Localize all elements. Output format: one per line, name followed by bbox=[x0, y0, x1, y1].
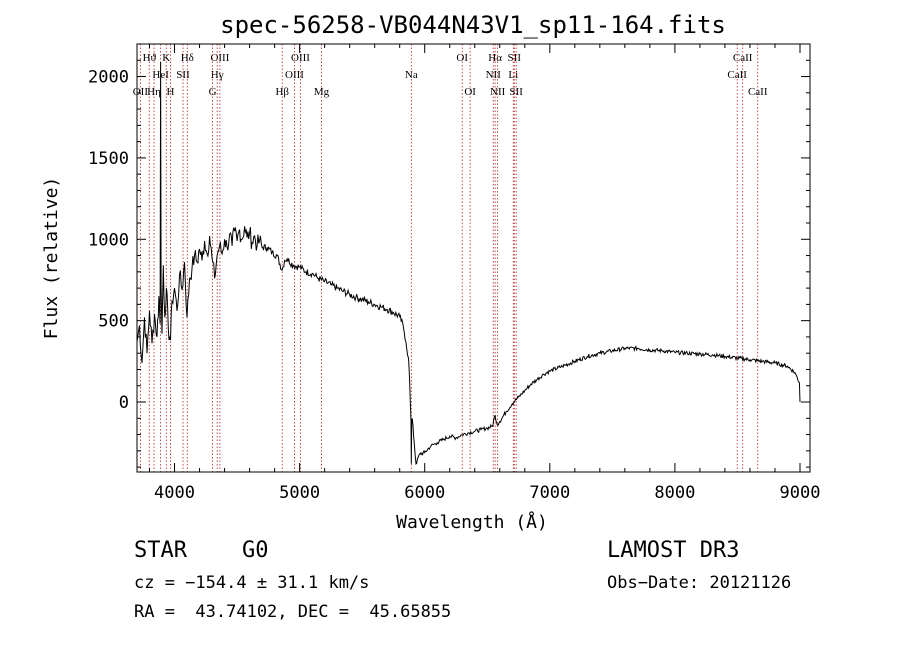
y-axis-label: Flux (relative) bbox=[41, 177, 62, 340]
y-tick-label: 1500 bbox=[88, 149, 129, 169]
plot-frame bbox=[136, 43, 811, 473]
line-label: OIII bbox=[285, 69, 304, 81]
line-label: OII bbox=[133, 86, 149, 98]
line-label: Hη bbox=[147, 86, 161, 98]
spectrum-line bbox=[137, 61, 801, 466]
line-label: Mg bbox=[314, 86, 330, 98]
survey-name: LAMOST DR3 bbox=[607, 538, 740, 563]
line-label: H bbox=[167, 86, 175, 98]
line-label: CaII bbox=[727, 69, 747, 81]
coordinates: RA = 43.74102, DEC = 45.65855 bbox=[134, 602, 452, 622]
line-label: Hα bbox=[488, 52, 502, 64]
line-label: OI bbox=[456, 52, 468, 64]
line-label: NII bbox=[486, 69, 502, 81]
spectrum-series bbox=[137, 61, 801, 466]
line-label: Na bbox=[405, 69, 418, 81]
line-label: Hϑ bbox=[143, 52, 157, 64]
line-label: CaII bbox=[733, 52, 753, 64]
line-label: CaII bbox=[748, 86, 768, 98]
line-label: OIII bbox=[291, 52, 310, 64]
y-tick-label: 1000 bbox=[88, 230, 129, 250]
line-label: Hγ bbox=[211, 69, 224, 81]
y-tick-label: 0 bbox=[119, 393, 129, 413]
line-label: OI bbox=[464, 86, 476, 98]
axes: 4000 5000 6000 7000 8000 9000 0 500 1000 1500 2000 bbox=[88, 43, 821, 503]
x-tick-label: 4000 bbox=[154, 483, 195, 503]
y-tick-label: 500 bbox=[98, 312, 129, 332]
object-class: STAR bbox=[134, 538, 187, 563]
x-tick-label: 5000 bbox=[279, 483, 320, 503]
redshift-cz: cz = −154.4 ± 31.1 km/s bbox=[134, 573, 370, 593]
x-tick-label: 8000 bbox=[654, 483, 695, 503]
x-axis-label: Wavelength (Å) bbox=[396, 511, 548, 533]
line-label: NII bbox=[490, 86, 506, 98]
line-label: SII bbox=[509, 86, 523, 98]
y-tick-label: 2000 bbox=[88, 68, 129, 88]
line-label: Hδ bbox=[181, 52, 194, 64]
object-subclass: G0 bbox=[242, 538, 269, 563]
observation-date: Obs−Date: 20121126 bbox=[607, 573, 792, 593]
x-tick-label: 9000 bbox=[780, 483, 821, 503]
x-tick-label: 6000 bbox=[404, 483, 445, 503]
line-label: SII bbox=[508, 52, 522, 64]
chart-title: spec-56258-VB044N43V1_sp11-164.fits bbox=[220, 11, 726, 39]
line-label: K bbox=[162, 52, 170, 64]
line-label: Li bbox=[508, 69, 518, 81]
line-label: SII bbox=[176, 69, 190, 81]
line-label: OIII bbox=[210, 52, 229, 64]
x-tick-label: 7000 bbox=[529, 483, 570, 503]
line-label: G bbox=[209, 86, 217, 98]
line-label: Hβ bbox=[275, 86, 289, 98]
